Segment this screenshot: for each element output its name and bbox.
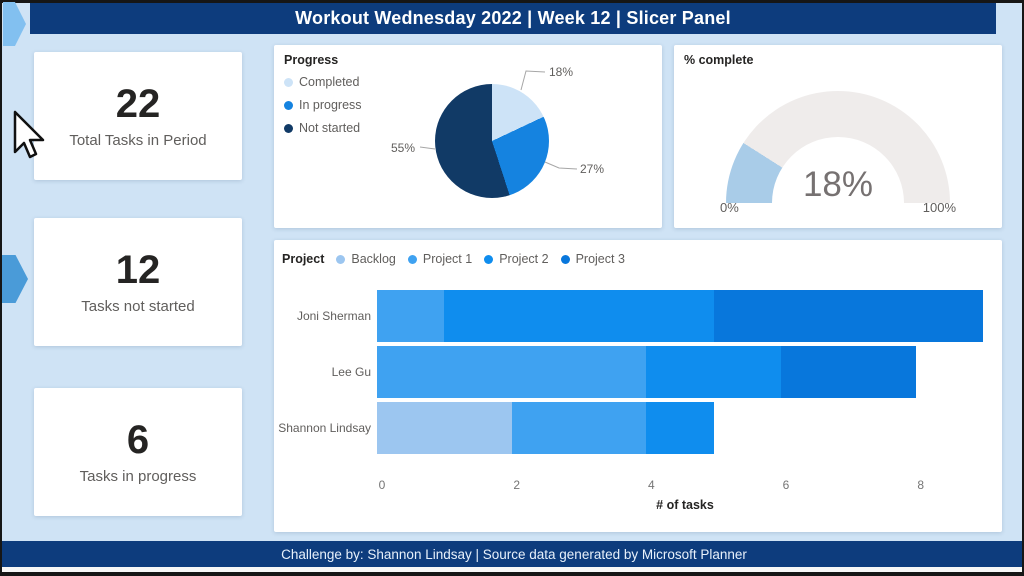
kpi-label: Tasks in progress — [79, 467, 197, 485]
bar-legend-item-project-3[interactable]: Project 3 — [560, 252, 625, 266]
kpi-value: 12 — [115, 247, 161, 292]
footer-text: Challenge by: Shannon Lindsay | Source d… — [281, 546, 747, 562]
bar-track — [377, 346, 916, 398]
legend-dot — [484, 254, 494, 264]
legend-item-completed[interactable]: Completed — [284, 75, 362, 89]
footer-bar: Challenge by: Shannon Lindsay | Source d… — [2, 541, 1022, 567]
x-tick-label: 0 — [378, 478, 386, 492]
bar-chart-legend: Project Backlog Project 1 Project 2 Project… — [282, 252, 625, 266]
bar-segment-project-3[interactable] — [713, 290, 983, 342]
gauge-min-label: 0% — [720, 200, 739, 215]
legend-item-not-started[interactable]: Not started — [284, 121, 362, 135]
legend-dot-in-progress — [284, 100, 293, 110]
kpi-label: Total Tasks in Period — [69, 131, 207, 149]
legend-dot — [560, 254, 570, 264]
bar-plot-area: Joni Sherman Lee Gu Shannon Lindsay — [274, 290, 994, 458]
pie-circle[interactable] — [435, 84, 549, 198]
pie-data-label-in-progress: 27% — [580, 162, 605, 176]
slicer-panel-toggle-arrow-icon[interactable] — [2, 255, 28, 303]
bar-row: Joni Sherman — [274, 290, 994, 342]
gauge-value: 18% — [802, 165, 874, 204]
x-tick-label: 4 — [647, 478, 655, 492]
x-tick-label: 2 — [513, 478, 520, 492]
bar-legend-item-project-1[interactable]: Project 1 — [407, 252, 473, 266]
x-tick-label: 6 — [782, 478, 790, 492]
bar-track — [377, 402, 714, 454]
legend-label: Project 1 — [422, 252, 473, 266]
gauge-title: % complete — [684, 53, 754, 67]
bar-segment-backlog[interactable] — [377, 402, 512, 454]
bar-segment-project-3[interactable] — [780, 346, 916, 398]
legend-dot — [407, 254, 417, 264]
bottom-border — [2, 572, 1022, 576]
legend-dot — [336, 254, 346, 264]
x-tick-label: 8 — [917, 478, 924, 492]
project-bar-chart: Project Backlog Project 1 Project 2 Project… — [274, 240, 1002, 532]
legend-label: Completed — [299, 75, 360, 89]
legend-label: Not started — [299, 121, 361, 135]
x-axis-ticks: 0 2 4 6 8 — [378, 478, 988, 494]
mouse-cursor-icon — [13, 110, 45, 159]
dashboard-title: Workout Wednesday 2022 | Week 12 | Slice… — [295, 8, 731, 28]
slicer-panel-toggle-arrow-fill[interactable] — [3, 2, 26, 46]
bar-segment-project-1[interactable] — [511, 402, 647, 454]
bar-segment-project-2[interactable] — [444, 290, 714, 342]
bar-segment-project-1[interactable] — [377, 346, 647, 398]
legend-dot-not-started — [284, 123, 293, 133]
bottom-white-strip — [2, 567, 1022, 572]
gauge-max-label: 100% — [922, 200, 956, 215]
legend-dot-completed — [284, 77, 293, 87]
legend-label: Project 2 — [499, 252, 549, 266]
pie-legend: Completed In progress Not started — [284, 75, 362, 135]
bar-legend-title: Project — [282, 252, 325, 266]
pie-data-label-completed: 18% — [549, 65, 574, 79]
bar-row: Shannon Lindsay — [274, 402, 994, 454]
bar-row: Lee Gu — [274, 346, 994, 398]
bar-segment-project-2[interactable] — [646, 402, 714, 454]
pie-data-label-not-started: 55% — [391, 141, 416, 155]
kpi-card-tasks-not-started[interactable]: 12 Tasks not started — [34, 218, 242, 346]
bar-track — [377, 290, 983, 342]
category-label: Lee Gu — [331, 365, 371, 379]
kpi-card-total-tasks[interactable]: 22 Total Tasks in Period — [34, 52, 242, 180]
top-border — [2, 0, 1022, 3]
kpi-card-tasks-in-progress[interactable]: 6 Tasks in progress — [34, 388, 242, 516]
legend-item-in-progress[interactable]: In progress — [284, 98, 362, 112]
progress-pie-chart: Progress Completed In progress Not start… — [274, 45, 662, 228]
legend-label: Project 3 — [575, 252, 625, 266]
bar-legend-item-backlog[interactable]: Backlog — [336, 252, 396, 266]
legend-label: In progress — [299, 98, 362, 112]
kpi-value: 22 — [115, 81, 161, 126]
kpi-label: Tasks not started — [81, 297, 195, 315]
legend-label: Backlog — [351, 252, 396, 266]
bar-legend-item-project-2[interactable]: Project 2 — [484, 252, 549, 266]
x-axis-title: # of tasks — [656, 498, 714, 512]
bar-segment-project-1[interactable] — [377, 290, 445, 342]
category-label: Shannon Lindsay — [278, 421, 371, 435]
percent-complete-gauge: % complete 18% 0% 100% — [674, 45, 1002, 228]
pie-chart-title: Progress — [284, 53, 339, 67]
kpi-value: 6 — [126, 417, 150, 462]
bar-segment-project-2[interactable] — [646, 346, 781, 398]
category-label: Joni Sherman — [296, 309, 371, 323]
title-bar: Workout Wednesday 2022 | Week 12 | Slice… — [30, 3, 996, 34]
